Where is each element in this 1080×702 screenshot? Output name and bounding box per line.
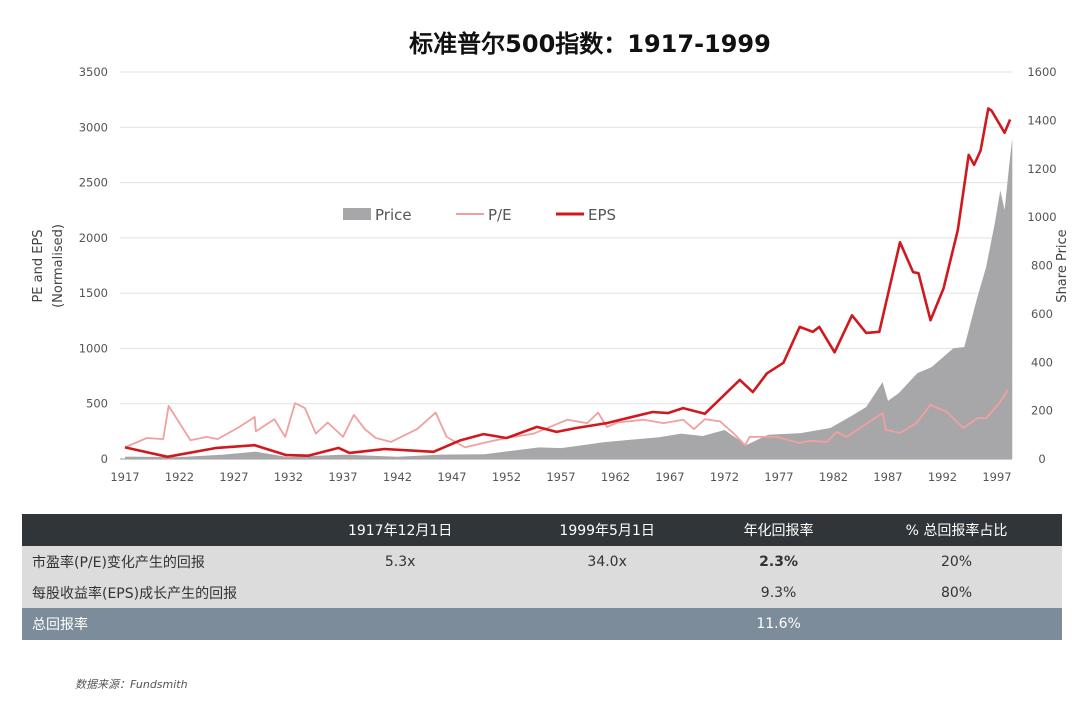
x-tick: 1957 — [546, 470, 575, 484]
y-tick-left: 0 — [101, 452, 108, 466]
table-cell — [508, 577, 707, 608]
legend-label: P/E — [488, 206, 512, 224]
y-tick-right: 800 — [1031, 259, 1053, 273]
y-tick-left: 500 — [86, 397, 108, 411]
x-tick: 1982 — [819, 470, 848, 484]
source-note: 数据来源：Fundsmith — [75, 678, 188, 691]
x-tick: 1927 — [219, 470, 248, 484]
y-tick-left: 2500 — [79, 176, 108, 190]
sp500-chart: 0 500 1000 1500 2000 2500 3000 3500 0 200 400 600 80… — [31, 65, 1070, 484]
y-tick-right: 400 — [1031, 355, 1053, 369]
y-tick-right: 200 — [1031, 404, 1053, 418]
table-cell-highlight: 2.3% — [706, 546, 852, 577]
x-tick: 1977 — [764, 470, 793, 484]
table-cell — [292, 608, 509, 640]
x-tick: 1997 — [982, 470, 1011, 484]
x-tick: 1987 — [873, 470, 902, 484]
y-tick-right: 600 — [1031, 307, 1053, 321]
table-cell — [508, 608, 707, 640]
legend-swatch-price — [343, 208, 371, 220]
legend-label: EPS — [588, 206, 616, 224]
x-tick: 1992 — [928, 470, 957, 484]
total-value: 11.6% — [706, 608, 852, 640]
x-tick: 1962 — [601, 470, 630, 484]
y-tick-left: 1000 — [79, 341, 108, 355]
x-tick: 1967 — [655, 470, 684, 484]
y-tick-right: 1200 — [1027, 162, 1056, 176]
x-tick: 1937 — [328, 470, 357, 484]
y-axis-label-left: PE and EPS — [31, 229, 46, 302]
y-axis-label-left-sub: (Normalised) — [51, 224, 66, 308]
total-label: 总回报率 — [22, 608, 292, 640]
table-header-row: 1917年12月1日 1999年5月1日 年化回报率 % 总回报率占比 — [22, 514, 1062, 546]
header-cell: 1917年12月1日 — [292, 514, 509, 546]
x-tick: 1917 — [110, 470, 139, 484]
table-cell: 20% — [851, 546, 1062, 577]
x-tick: 1942 — [383, 470, 412, 484]
y-tick-left: 3000 — [79, 120, 108, 134]
y-tick-right: 1000 — [1027, 210, 1056, 224]
header-cell — [22, 514, 292, 546]
table-cell — [292, 577, 509, 608]
table-row: 每股收益率(EPS)成长产生的回报 9.3% 80% — [22, 577, 1062, 608]
chart-title: 标准普尔500指数：1917-1999 — [409, 30, 771, 58]
x-tick: 1972 — [710, 470, 739, 484]
series-pe-line — [124, 389, 1009, 449]
table-total-row: 总回报率 11.6% — [22, 608, 1062, 640]
series-eps-line — [124, 107, 1012, 459]
header-cell: 1999年5月1日 — [508, 514, 707, 546]
legend-label: Price — [375, 206, 412, 224]
y-axis-label-right: Share Price — [1055, 229, 1070, 302]
row-label: 市盈率(P/E)变化产生的回报 — [22, 546, 292, 577]
y-tick-right: 0 — [1038, 452, 1045, 466]
table-cell: 34.0x — [508, 546, 707, 577]
y-tick-right: 1400 — [1027, 113, 1056, 127]
series-price-area — [125, 138, 1013, 460]
table-cell: 80% — [851, 577, 1062, 608]
y-tick-left: 3500 — [79, 65, 108, 79]
table-cell: 9.3% — [706, 577, 852, 608]
header-cell: % 总回报率占比 — [851, 514, 1062, 546]
x-tick: 1952 — [492, 470, 521, 484]
y-tick-left: 2000 — [79, 231, 108, 245]
table-cell — [851, 608, 1062, 640]
x-tick: 1932 — [274, 470, 303, 484]
y-tick-left: 1500 — [79, 286, 108, 300]
table-cell: 5.3x — [292, 546, 509, 577]
row-label: 每股收益率(EPS)成长产生的回报 — [22, 577, 292, 608]
returns-table: 1917年12月1日 1999年5月1日 年化回报率 % 总回报率占比 市盈率(… — [22, 514, 1062, 640]
table-row: 市盈率(P/E)变化产生的回报 5.3x 34.0x 2.3% 20% — [22, 546, 1062, 577]
header-cell: 年化回报率 — [706, 514, 852, 546]
x-tick: 1947 — [437, 470, 466, 484]
x-tick: 1922 — [165, 470, 194, 484]
y-tick-right: 1600 — [1027, 65, 1056, 79]
